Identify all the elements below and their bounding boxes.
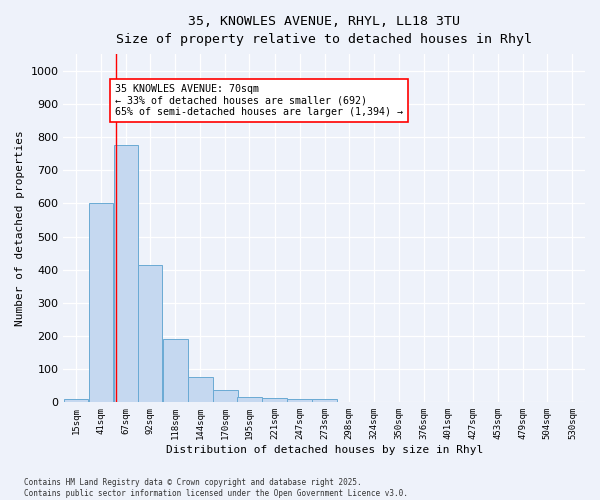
Y-axis label: Number of detached properties: Number of detached properties bbox=[15, 130, 25, 326]
Bar bbox=[287, 399, 312, 402]
X-axis label: Distribution of detached houses by size in Rhyl: Distribution of detached houses by size … bbox=[166, 445, 483, 455]
Bar bbox=[138, 264, 163, 402]
Bar bbox=[188, 378, 212, 402]
Bar bbox=[64, 399, 88, 402]
Text: 35 KNOWLES AVENUE: 70sqm
← 33% of detached houses are smaller (692)
65% of semi-: 35 KNOWLES AVENUE: 70sqm ← 33% of detach… bbox=[115, 84, 403, 117]
Bar bbox=[114, 146, 139, 402]
Text: Contains HM Land Registry data © Crown copyright and database right 2025.
Contai: Contains HM Land Registry data © Crown c… bbox=[24, 478, 408, 498]
Title: 35, KNOWLES AVENUE, RHYL, LL18 3TU
Size of property relative to detached houses : 35, KNOWLES AVENUE, RHYL, LL18 3TU Size … bbox=[116, 15, 532, 46]
Bar bbox=[89, 204, 113, 402]
Bar bbox=[313, 399, 337, 402]
Bar bbox=[163, 340, 188, 402]
Bar bbox=[262, 398, 287, 402]
Bar bbox=[213, 390, 238, 402]
Bar bbox=[237, 398, 262, 402]
